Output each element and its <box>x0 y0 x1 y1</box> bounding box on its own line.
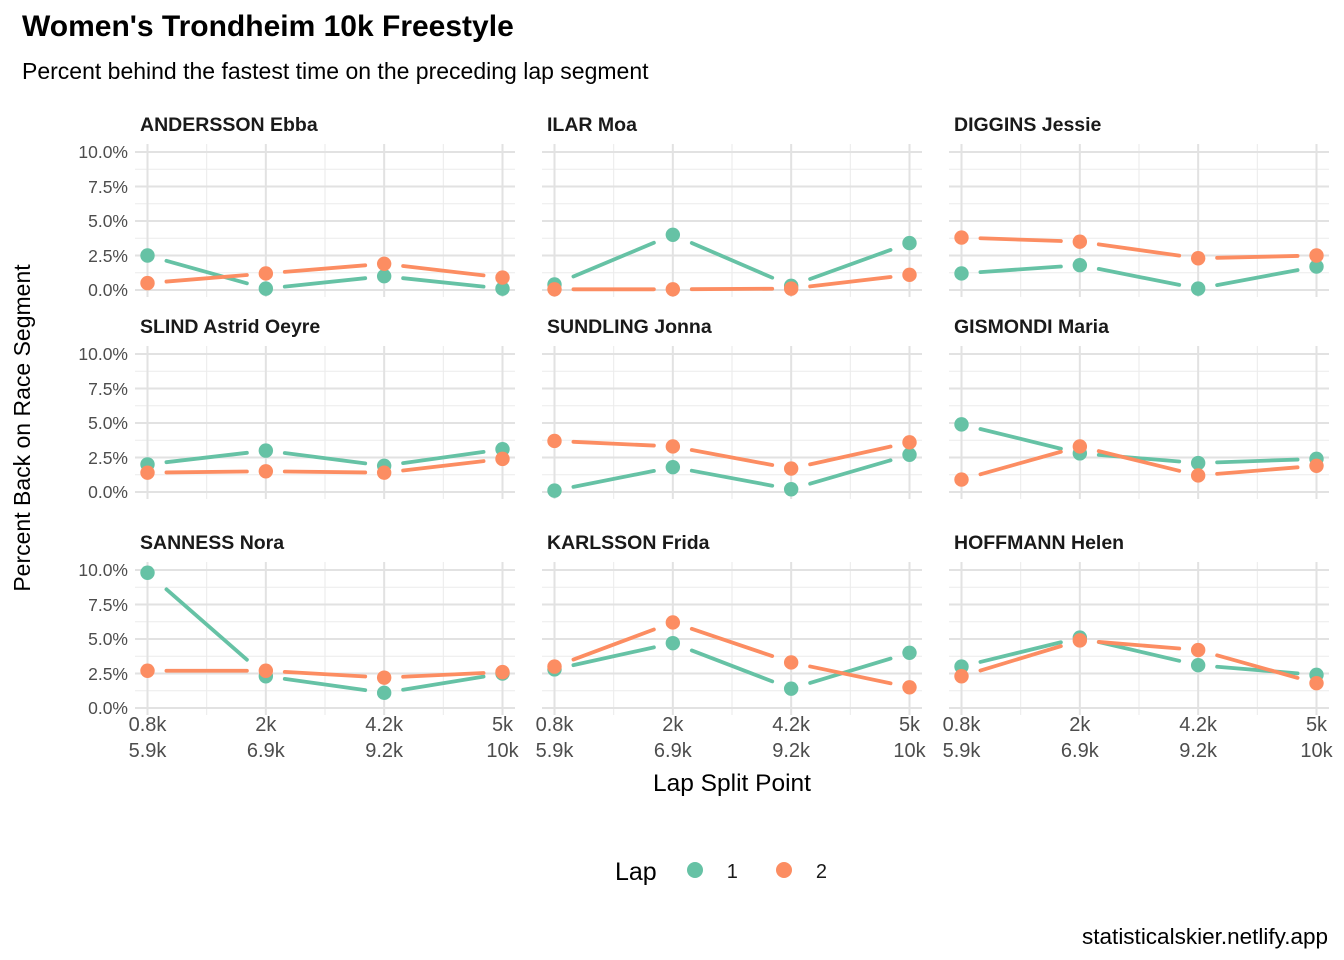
facet-strip-title: KARLSSON Frida <box>547 532 710 554</box>
series-points-lap2 <box>547 267 917 297</box>
facet-panel <box>542 562 922 715</box>
chart-title: Women's Trondheim 10k Freestyle <box>22 10 514 43</box>
facet-strip-title: SUNDLING Jonna <box>547 316 712 338</box>
y-tick-label: 0.0% <box>88 280 128 300</box>
series-line-lap1 <box>978 264 1300 287</box>
series-line-lap2 <box>164 459 486 475</box>
y-tick-label: 0.0% <box>88 482 128 502</box>
facet-panel <box>135 562 515 715</box>
y-tick-label: 7.5% <box>88 594 128 615</box>
x-tick-label: 4.2k 9.2k <box>365 714 404 762</box>
facet-strip-title: GISMONDI Maria <box>954 316 1109 338</box>
facet-panel <box>135 144 515 297</box>
footer-url: statisticalskier.netlify.app <box>1082 924 1328 949</box>
facet-strip-title: HOFFMANN Helen <box>954 532 1125 554</box>
facet-panel <box>949 562 1329 715</box>
legend-entry-label: 2 <box>815 860 827 883</box>
series-line-lap2 <box>978 236 1300 260</box>
y-tick-label: 7.5% <box>88 378 128 399</box>
series-line-lap1 <box>164 449 486 466</box>
x-tick-label: 2k 6.9k <box>653 714 692 762</box>
series-points-lap2 <box>140 663 510 685</box>
y-tick-label: 5.0% <box>88 413 128 433</box>
x-tick-label: 2k 6.9k <box>1060 714 1099 762</box>
x-tick-label: 5k 10k <box>486 714 519 762</box>
series-points-lap2 <box>140 451 510 480</box>
series-points-lap2 <box>954 633 1324 691</box>
y-tick-label: 10.0% <box>78 142 128 162</box>
y-tick-label: 2.5% <box>88 663 128 684</box>
facet-strip-title: SANNESS Nora <box>140 532 285 554</box>
series-line-lap1 <box>164 587 486 693</box>
x-tick-label: 4.2k 9.2k <box>772 714 811 762</box>
series-line-lap1 <box>571 645 893 685</box>
series-line-lap2 <box>978 449 1300 477</box>
legend-title: Lap <box>615 857 657 886</box>
series-line-lap2 <box>571 626 893 686</box>
y-tick-label: 2.5% <box>88 245 128 266</box>
facet-panel <box>949 346 1329 499</box>
grid-minor <box>135 562 515 715</box>
facet-panel <box>135 346 515 499</box>
series-line-lap2 <box>978 640 1300 680</box>
series-points-lap2 <box>954 230 1324 266</box>
facet-strip-title: ANDERSSON Ebba <box>140 114 318 136</box>
facet-panel <box>542 346 922 499</box>
y-tick-label: 10.0% <box>78 344 128 364</box>
series-points-lap1 <box>140 248 510 296</box>
series-points-lap1 <box>547 447 917 498</box>
grid-major <box>949 562 1329 715</box>
facet-strip-title: SLIND Astrid Oeyre <box>140 316 321 338</box>
series-line-lap1 <box>164 258 486 289</box>
x-tick-label: 5k 10k <box>1300 714 1333 762</box>
legend-dot <box>686 861 703 878</box>
y-tick-label: 2.5% <box>88 447 128 468</box>
series-points-lap2 <box>140 256 510 291</box>
x-tick-label: 0.8k 5.9k <box>128 714 167 762</box>
x-tick-label: 0.8k 5.9k <box>942 714 981 762</box>
x-tick-label: 2k 6.9k <box>246 714 285 762</box>
legend-dot <box>775 861 792 878</box>
legend-entry-label: 1 <box>726 860 738 883</box>
series-line-lap2 <box>164 263 486 284</box>
series-points-lap2 <box>547 615 917 695</box>
series-points-lap1 <box>954 257 1324 296</box>
grid-minor <box>949 346 1329 499</box>
series-line-lap2 <box>571 275 893 292</box>
series-line-lap1 <box>571 240 893 281</box>
x-tick-label: 4.2k 9.2k <box>1179 714 1218 762</box>
y-tick-label: 5.0% <box>88 211 128 231</box>
facet-strip-title: DIGGINS Jessie <box>954 114 1102 136</box>
y-tick-label: 10.0% <box>78 560 128 580</box>
facet-panel <box>949 144 1329 297</box>
facet-panel <box>542 144 922 297</box>
grid-major <box>542 144 922 297</box>
y-tick-label: 0.0% <box>88 698 128 718</box>
facet-strip-title: ILAR Moa <box>547 114 637 136</box>
y-tick-label: 5.0% <box>88 629 128 649</box>
grid-major <box>542 562 922 715</box>
x-axis-title: Lap Split Point <box>653 770 811 797</box>
y-tick-label: 7.5% <box>88 176 128 197</box>
series-line-lap1 <box>571 458 893 489</box>
series-points-lap1 <box>547 635 917 696</box>
series-line-lap2 <box>571 439 893 467</box>
series-line-lap2 <box>164 668 486 679</box>
grid-minor <box>542 346 922 499</box>
chart-subtitle: Percent behind the fastest time on the p… <box>22 58 649 84</box>
series-points-lap2 <box>954 439 1324 487</box>
x-tick-label: 0.8k 5.9k <box>535 714 574 762</box>
series-points-lap2 <box>547 433 917 476</box>
x-tick-label: 5k 10k <box>893 714 926 762</box>
